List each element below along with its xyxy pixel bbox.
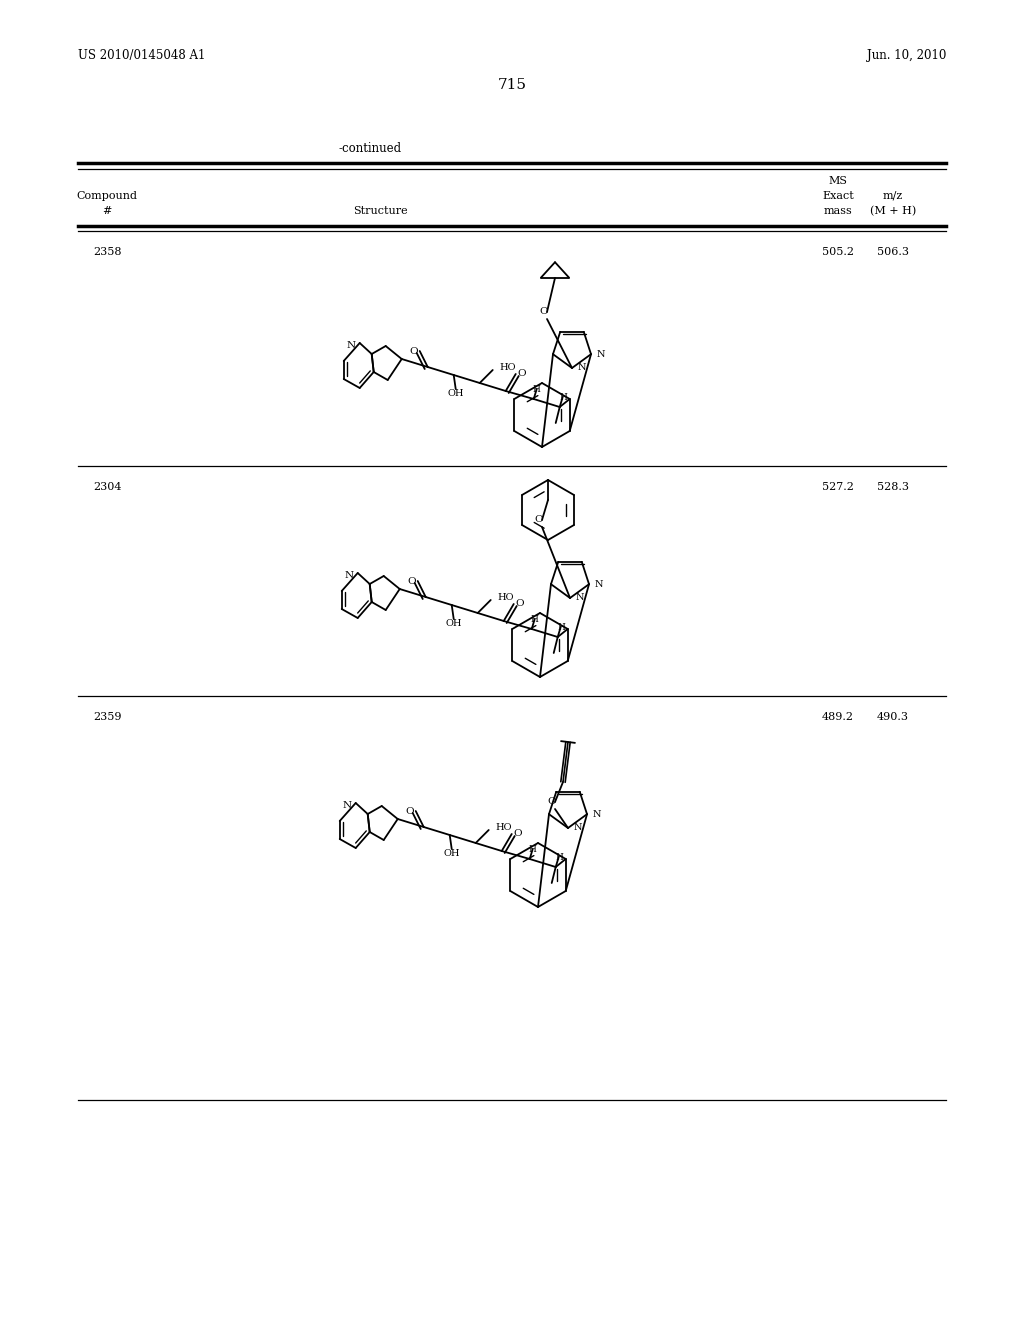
Text: OH: OH — [447, 388, 464, 397]
Text: -continued: -continued — [339, 141, 401, 154]
Text: US 2010/0145048 A1: US 2010/0145048 A1 — [78, 49, 206, 62]
Text: O: O — [515, 599, 524, 609]
Text: 2358: 2358 — [93, 247, 121, 257]
Text: N: N — [343, 801, 351, 810]
Text: Exact: Exact — [822, 191, 854, 201]
Text: 490.3: 490.3 — [877, 711, 909, 722]
Text: Jun. 10, 2010: Jun. 10, 2010 — [866, 49, 946, 62]
Text: N: N — [345, 572, 353, 581]
Text: N: N — [593, 809, 601, 818]
Text: O: O — [517, 370, 526, 379]
Text: O: O — [548, 797, 556, 807]
Text: 715: 715 — [498, 78, 526, 92]
Text: mass: mass — [823, 206, 852, 216]
Text: N: N — [597, 350, 605, 359]
Text: N: N — [573, 824, 583, 833]
Text: 527.2: 527.2 — [822, 482, 854, 492]
Text: OH: OH — [445, 619, 462, 627]
Text: Compound: Compound — [77, 191, 137, 201]
Text: H: H — [558, 623, 565, 631]
Text: O: O — [540, 308, 548, 317]
Text: m/z: m/z — [883, 191, 903, 201]
Text: N: N — [595, 579, 603, 589]
Text: 506.3: 506.3 — [877, 247, 909, 257]
Text: 505.2: 505.2 — [822, 247, 854, 257]
Text: #: # — [102, 206, 112, 216]
Text: O: O — [408, 577, 416, 586]
Text: HO: HO — [500, 363, 516, 371]
Text: 489.2: 489.2 — [822, 711, 854, 722]
Text: O: O — [535, 516, 544, 524]
Text: N: N — [578, 363, 587, 372]
Text: H: H — [556, 853, 563, 862]
Text: Structure: Structure — [352, 206, 408, 216]
Text: OH: OH — [443, 849, 460, 858]
Text: (M + H): (M + H) — [869, 206, 916, 216]
Text: O: O — [513, 829, 522, 838]
Text: MS: MS — [828, 176, 848, 186]
Text: O: O — [410, 346, 418, 355]
Text: N: N — [346, 342, 355, 351]
Text: H: H — [560, 392, 567, 401]
Text: H: H — [528, 845, 537, 854]
Text: HO: HO — [496, 822, 512, 832]
Text: N: N — [575, 594, 585, 602]
Text: 528.3: 528.3 — [877, 482, 909, 492]
Text: 2304: 2304 — [93, 482, 121, 492]
Text: H: H — [530, 615, 539, 623]
Text: 2359: 2359 — [93, 711, 121, 722]
Text: H: H — [532, 384, 541, 393]
Text: HO: HO — [498, 593, 514, 602]
Text: O: O — [406, 807, 414, 816]
